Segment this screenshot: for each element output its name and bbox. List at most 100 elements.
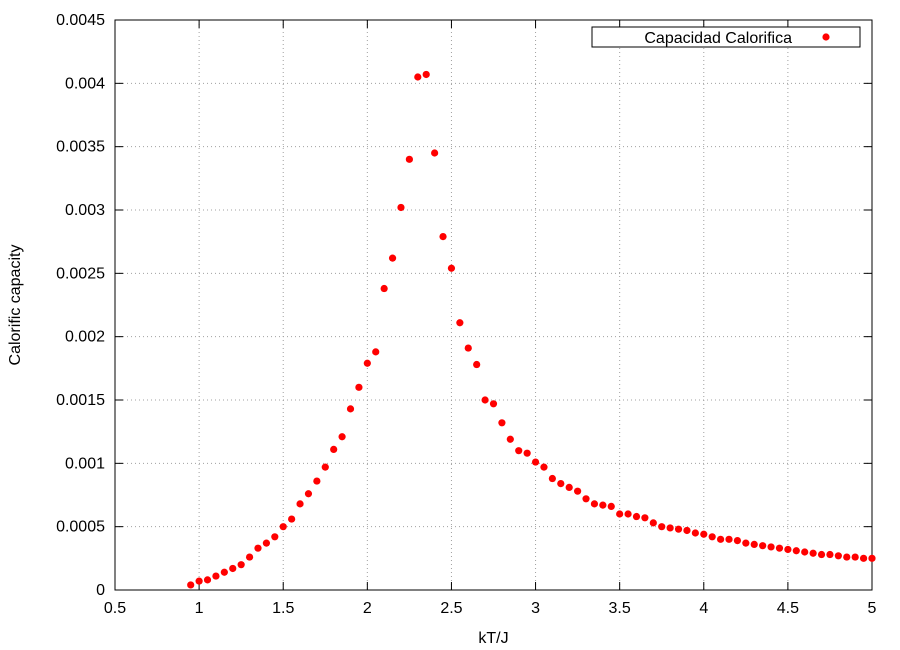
x-axis-label: kT/J	[478, 630, 508, 647]
data-point	[473, 360, 481, 369]
x-tick-label: 4	[699, 600, 708, 617]
data-point	[229, 564, 237, 573]
x-tick-label: 1.5	[272, 600, 294, 617]
data-point	[683, 526, 691, 535]
x-tick-label: 3	[531, 600, 540, 617]
data-point	[212, 572, 220, 580]
data-point	[658, 523, 666, 531]
x-tick-label: 4.5	[777, 600, 799, 617]
data-point	[254, 544, 262, 552]
data-point	[489, 400, 498, 408]
plot-frame	[114, 19, 873, 591]
x-tick-label: 0.5	[104, 600, 126, 617]
data-point	[674, 525, 683, 533]
data-point	[792, 547, 800, 555]
data-point	[851, 553, 859, 561]
data-point	[859, 554, 868, 562]
data-point	[616, 510, 624, 518]
data-point	[641, 514, 649, 522]
data-point	[523, 449, 531, 457]
data-point	[843, 553, 851, 561]
data-point	[834, 552, 842, 560]
data-point	[775, 544, 784, 552]
data-point	[717, 535, 725, 543]
data-point	[742, 539, 750, 547]
y-tick-label: 0.0015	[56, 392, 105, 409]
data-point	[590, 500, 599, 508]
data-point	[237, 561, 245, 569]
data-point	[388, 254, 397, 262]
data-point	[809, 549, 817, 557]
data-point	[733, 537, 742, 545]
y-tick-label: 0.002	[65, 329, 105, 346]
x-tick-label: 5	[868, 600, 877, 617]
data-point	[801, 548, 809, 556]
data-point	[439, 233, 447, 241]
data-point	[355, 383, 363, 391]
data-point	[557, 480, 565, 488]
data-point	[288, 515, 296, 523]
data-point	[405, 155, 413, 163]
data-point	[330, 445, 338, 453]
data-point	[531, 458, 540, 466]
data-point	[431, 149, 439, 157]
x-tick-label: 3.5	[609, 600, 631, 617]
y-tick-label: 0.004	[65, 75, 105, 92]
legend-entry-marker	[822, 33, 830, 41]
data-point	[599, 501, 607, 509]
data-point	[262, 539, 270, 547]
data-point	[380, 284, 388, 293]
data-point	[725, 535, 733, 543]
data-point	[767, 543, 775, 551]
x-tick-label: 2.5	[440, 600, 462, 617]
grid-lines	[115, 20, 872, 590]
data-point	[195, 577, 203, 585]
x-tick-labels: 0.5 1 1.5 2 2.5 3 3.5 4 4.5 5	[104, 600, 877, 617]
data-point	[313, 477, 321, 485]
y-tick-label: 0.001	[65, 455, 105, 472]
data-point	[279, 523, 287, 531]
data-point	[187, 581, 195, 589]
legend-box	[591, 26, 861, 48]
data-point	[346, 405, 355, 413]
data-point	[203, 576, 212, 584]
data-point	[691, 529, 699, 537]
data-point	[540, 463, 548, 471]
data-point	[515, 447, 523, 455]
y-tick-label: 0.003	[65, 202, 105, 219]
data-point	[338, 433, 346, 441]
y-tick-label: 0.0035	[56, 139, 105, 156]
x-tick-label: 2	[363, 600, 372, 617]
data-point	[245, 553, 254, 561]
axis-ticks	[114, 19, 873, 591]
data-point	[363, 359, 371, 367]
y-tick-label: 0	[96, 582, 105, 599]
y-tick-label: 0.0005	[56, 519, 105, 536]
y-axis-label: Calorific capacity	[7, 245, 24, 366]
data-point	[750, 540, 758, 549]
data-point	[321, 463, 329, 471]
data-point	[456, 319, 464, 327]
data-point	[700, 530, 708, 538]
data-point	[574, 487, 582, 495]
data-point	[607, 502, 615, 510]
data-point	[649, 519, 657, 527]
legend-entry-label: Capacidad Calorifica	[644, 30, 792, 47]
data-point	[582, 495, 590, 503]
data-point	[632, 512, 641, 521]
data-point	[464, 344, 472, 352]
legend: Capacidad Calorifica	[591, 26, 861, 48]
data-point	[296, 500, 304, 508]
data-point	[624, 510, 632, 518]
y-tick-labels: 0 0.0005 0.001 0.0015 0.002 0.0025 0.003 0.0035…	[56, 12, 105, 599]
y-tick-label: 0.0045	[56, 12, 105, 29]
data-point	[826, 550, 834, 559]
data-point	[666, 524, 674, 532]
series-capacidad-calorifica	[187, 70, 876, 589]
data-point	[708, 533, 716, 541]
data-point	[220, 568, 228, 576]
data-point	[372, 348, 380, 356]
data-point	[271, 533, 279, 541]
data-point	[481, 396, 489, 404]
data-point	[868, 554, 876, 562]
